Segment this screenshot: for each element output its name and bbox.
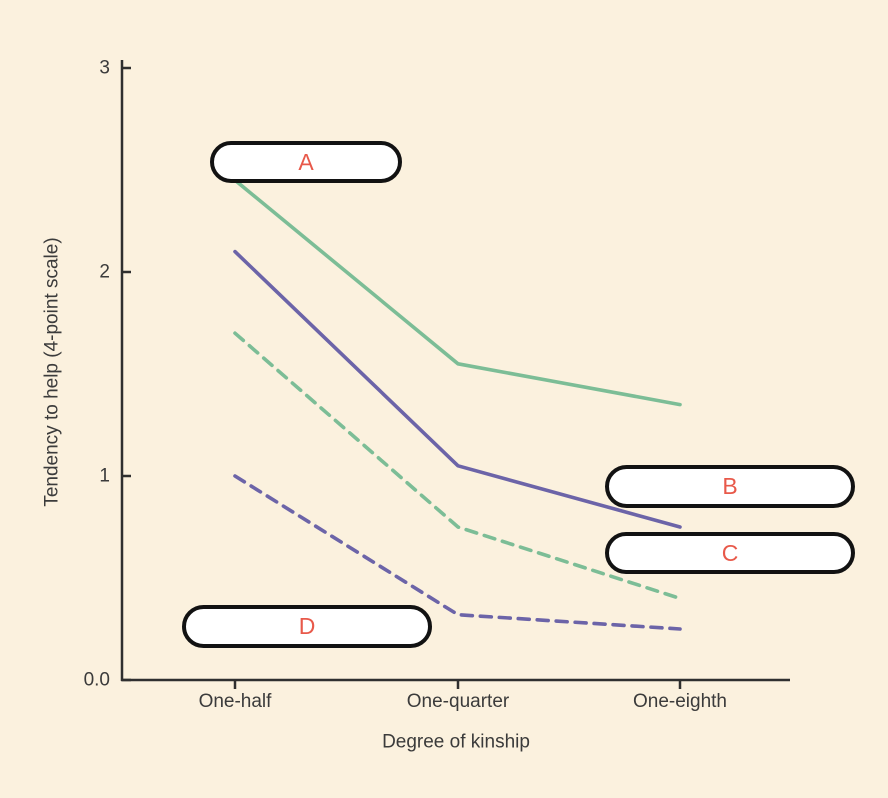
answer-box-c[interactable]: C [605, 532, 855, 574]
y-tick-label-2: 2 [99, 261, 110, 283]
answer-box-b[interactable]: B [605, 465, 855, 508]
x-axis-title: Degree of kinship [382, 731, 530, 753]
series-line-dashed-green [233, 331, 682, 601]
x-tick-label-one-eighth: One-eighth [632, 691, 728, 712]
answer-box-c-label: C [721, 539, 739, 566]
series-line-dashed-purple [233, 474, 682, 631]
answer-box-a-label: A [298, 148, 314, 175]
y-tick-label-0.0: 0.0 [83, 669, 110, 691]
answer-box-b-label: B [722, 473, 738, 499]
y-tick-label-3: 3 [99, 57, 110, 79]
x-tick-label-one-quarter: One-quarter [406, 691, 510, 712]
answer-box-d[interactable]: D [182, 605, 432, 648]
x-tick-label-one-half: One-half [198, 691, 272, 712]
series-line-solid-purple [233, 249, 682, 529]
answer-box-d-label: D [298, 613, 316, 639]
answer-box-a[interactable]: A [210, 141, 402, 183]
series-line-solid-green [233, 178, 682, 407]
y-tick-label-1: 1 [99, 465, 110, 487]
y-axis-title: Tendency to help (4-point scale) [41, 237, 63, 507]
